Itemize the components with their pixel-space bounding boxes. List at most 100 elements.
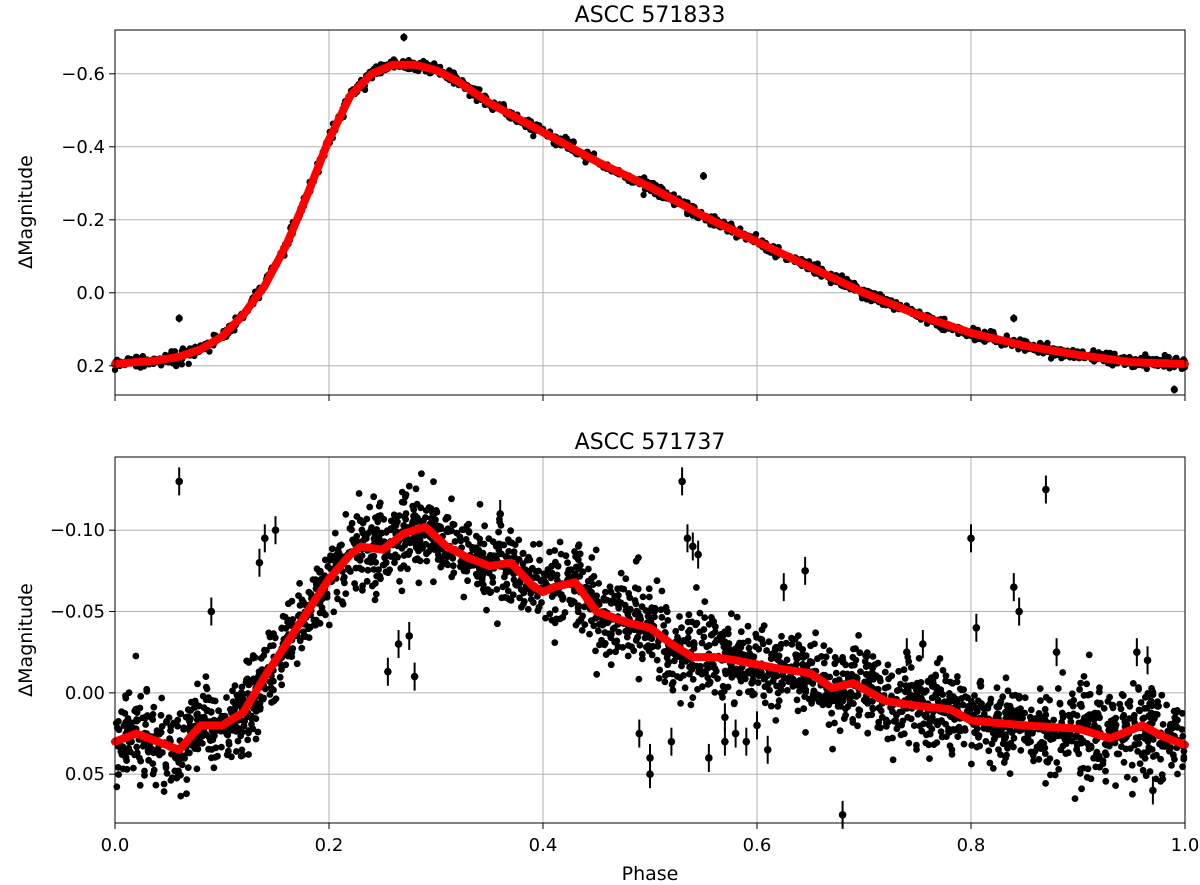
data-point bbox=[733, 613, 741, 621]
data-point bbox=[323, 593, 331, 601]
data-point bbox=[546, 610, 554, 618]
data-point bbox=[214, 752, 221, 760]
data-point bbox=[1070, 696, 1078, 704]
data-point bbox=[968, 741, 976, 749]
data-point bbox=[660, 622, 668, 629]
data-point bbox=[564, 559, 571, 567]
data-point bbox=[642, 607, 650, 614]
data-point bbox=[160, 780, 168, 788]
outlier-point bbox=[1042, 485, 1050, 494]
data-point bbox=[352, 564, 360, 572]
data-point bbox=[480, 540, 488, 548]
data-point bbox=[1111, 720, 1118, 727]
data-point bbox=[1042, 780, 1049, 787]
data-point bbox=[719, 639, 727, 646]
data-point bbox=[907, 715, 915, 723]
data-point bbox=[1010, 734, 1018, 742]
data-point bbox=[279, 612, 287, 620]
data-point bbox=[150, 703, 158, 711]
data-point bbox=[593, 592, 600, 600]
data-point bbox=[672, 627, 680, 635]
data-point bbox=[745, 644, 753, 652]
data-point bbox=[799, 654, 807, 661]
data-point bbox=[397, 564, 405, 572]
data-point bbox=[157, 711, 165, 719]
data-point bbox=[954, 673, 961, 680]
x-tick-label: 0.2 bbox=[315, 835, 344, 856]
data-point bbox=[391, 551, 399, 559]
data-point bbox=[689, 676, 697, 683]
data-point bbox=[958, 695, 965, 702]
data-point bbox=[835, 676, 843, 684]
data-point bbox=[942, 672, 950, 680]
data-point bbox=[333, 588, 341, 596]
data-point bbox=[162, 764, 170, 772]
data-point bbox=[779, 681, 786, 688]
data-point bbox=[574, 542, 582, 550]
data-point bbox=[165, 714, 173, 721]
data-point bbox=[390, 511, 398, 519]
data-point bbox=[777, 640, 785, 648]
data-point bbox=[278, 625, 286, 632]
data-point bbox=[914, 710, 922, 718]
data-point bbox=[551, 619, 559, 627]
data-point bbox=[828, 697, 836, 705]
data-point bbox=[995, 710, 1003, 718]
data-point bbox=[340, 575, 347, 583]
data-point bbox=[839, 658, 847, 666]
data-point bbox=[1148, 746, 1156, 753]
data-point bbox=[678, 662, 685, 670]
panel-bottom: ASCC 571737 ΔMagnitude Phase 0.0 0.2 0.4 0.… bbox=[15, 430, 1199, 885]
data-point bbox=[258, 694, 265, 701]
data-point bbox=[899, 717, 907, 725]
outlier-point bbox=[271, 526, 280, 534]
data-point bbox=[536, 556, 543, 564]
data-point bbox=[542, 579, 549, 586]
data-point bbox=[1036, 685, 1044, 692]
data-point bbox=[122, 718, 130, 726]
data-point bbox=[960, 740, 968, 748]
data-point bbox=[269, 642, 277, 649]
data-point bbox=[1042, 693, 1050, 701]
data-point bbox=[123, 765, 131, 773]
data-point bbox=[414, 540, 421, 548]
y-tick-label: −0.2 bbox=[61, 210, 105, 231]
data-point bbox=[958, 686, 965, 694]
data-point bbox=[448, 495, 455, 503]
data-point bbox=[306, 623, 314, 631]
data-point bbox=[476, 565, 483, 573]
data-point bbox=[288, 597, 296, 605]
data-point bbox=[678, 624, 685, 631]
data-point bbox=[728, 610, 735, 618]
data-point bbox=[832, 669, 840, 677]
data-point bbox=[439, 561, 446, 568]
data-point bbox=[765, 638, 773, 646]
data-point bbox=[168, 348, 175, 355]
data-point bbox=[744, 622, 752, 630]
data-point bbox=[788, 641, 796, 648]
data-point bbox=[1092, 737, 1099, 744]
data-point bbox=[628, 643, 635, 651]
data-point bbox=[150, 749, 158, 757]
data-point bbox=[635, 554, 642, 562]
data-point bbox=[869, 664, 876, 672]
data-point bbox=[657, 606, 665, 614]
outlier-point bbox=[779, 583, 788, 591]
data-point bbox=[595, 580, 603, 587]
data-point bbox=[833, 657, 841, 664]
data-point bbox=[748, 679, 756, 687]
data-point bbox=[185, 360, 192, 367]
data-point bbox=[954, 733, 962, 740]
data-point bbox=[395, 512, 403, 519]
plot-frame-top bbox=[114, 29, 1186, 396]
data-point bbox=[431, 518, 439, 526]
data-point bbox=[171, 767, 179, 775]
data-point bbox=[760, 692, 768, 700]
data-point bbox=[366, 503, 374, 511]
data-point bbox=[758, 669, 765, 677]
y-tick-label: 0.0 bbox=[76, 283, 105, 304]
data-point bbox=[651, 607, 659, 615]
data-point bbox=[237, 752, 245, 760]
data-point bbox=[582, 159, 589, 166]
data-point bbox=[520, 598, 528, 605]
